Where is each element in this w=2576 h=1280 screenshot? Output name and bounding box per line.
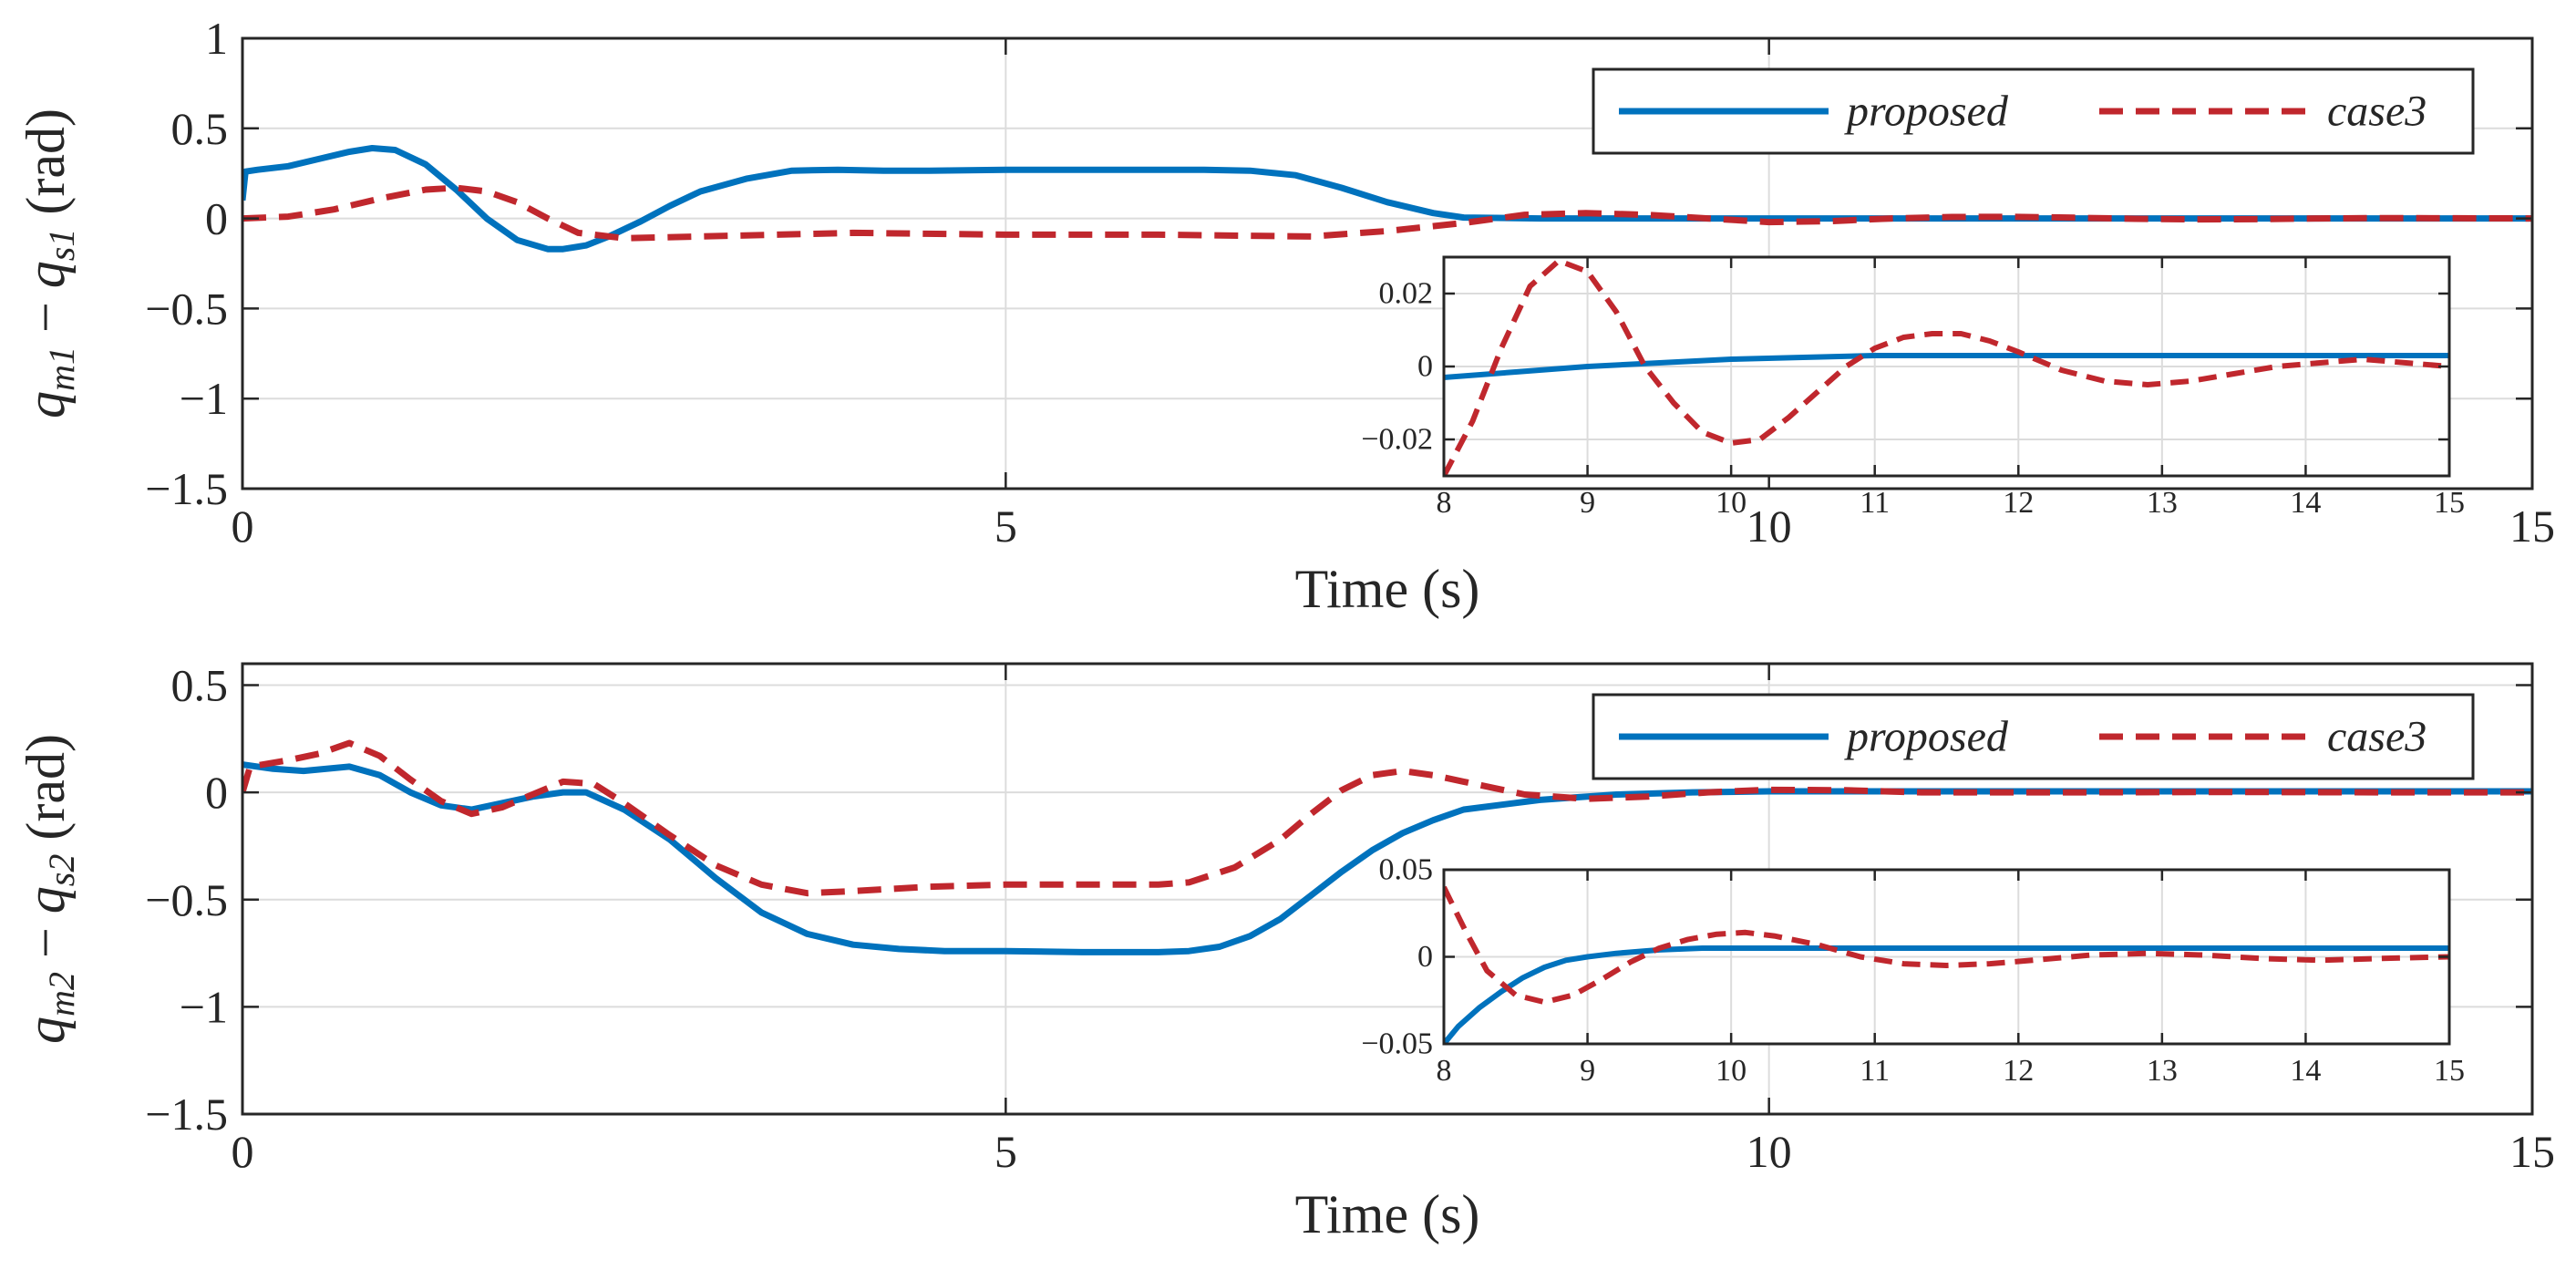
x-tick-label: 14 <box>2290 486 2321 520</box>
y-tick-label: −1 <box>180 981 228 1032</box>
x-tick-label: 13 <box>2147 486 2178 520</box>
axes-frame <box>241 662 2534 1116</box>
legend: proposed case3 <box>1592 67 2475 155</box>
x-tick-label: 13 <box>2147 1054 2178 1088</box>
x-tick-label: 0 <box>232 1126 254 1177</box>
y-axis-title-unit: (rad) <box>15 734 76 854</box>
legend: proposed case3 <box>1592 693 2475 780</box>
series-line-case3 <box>242 184 2532 242</box>
y-tick-label: 0 <box>1417 940 1433 974</box>
y-tick-label: 0 <box>205 193 228 244</box>
x-axis-title: Time (s) <box>1295 1184 1480 1244</box>
y-tick-label: 1 <box>205 13 228 64</box>
panel-bottom-inset: 8 9 10 11 12 13 14 15 −0.05 0 0.05 <box>1361 853 2465 1089</box>
x-tick-label: 10 <box>1747 1126 1792 1177</box>
x-tick-label: 14 <box>2290 1054 2321 1088</box>
x-tick-label: 15 <box>2434 486 2465 520</box>
y-axis-title-q2: q <box>15 261 76 288</box>
series-group <box>242 739 2532 955</box>
legend-label-case3: case3 <box>2327 713 2427 761</box>
x-tick-label: 10 <box>1716 486 1747 520</box>
y-axis-title-s1: m2 <box>41 972 82 1017</box>
x-tick-label: 11 <box>1860 486 1890 520</box>
y-tick-label: −1.5 <box>145 1089 228 1140</box>
axes-frame <box>241 36 2534 490</box>
x-tick-label: 8 <box>1437 1054 1452 1088</box>
y-axis-title-s2: s2 <box>41 854 82 887</box>
series-line-proposed <box>1444 353 2449 380</box>
series-line-proposed <box>242 145 2532 253</box>
x-tick-label: 12 <box>2003 486 2034 520</box>
x-tick-label: 11 <box>1860 1054 1890 1088</box>
y-tick-label: −0.05 <box>1361 1027 1433 1061</box>
series-line-proposed <box>1444 945 2449 1044</box>
y-tick-label: 0 <box>1417 350 1433 384</box>
panel-top-inset: 8 9 10 11 12 13 14 15 −0.02 0 0.02 <box>1361 255 2465 520</box>
series-group <box>1444 885 2449 1044</box>
y-tick-label: 0.02 <box>1379 277 1434 311</box>
y-axis-title-unit: (rad) <box>15 108 76 229</box>
x-tick-label: 10 <box>1747 501 1792 552</box>
y-tick-label: −0.5 <box>145 283 228 334</box>
y-axis-title-minus: − <box>15 288 76 346</box>
y-tick-label: −1.5 <box>145 463 228 514</box>
x-tick-label: 5 <box>994 1126 1017 1177</box>
y-tick-label: 0 <box>205 767 228 818</box>
x-tick-label: 15 <box>2509 1126 2555 1177</box>
y-axis-title-q1: q <box>15 1017 76 1044</box>
x-tick-label: 12 <box>2003 1054 2034 1088</box>
legend-label-case3: case3 <box>2327 88 2427 136</box>
y-tick-label: 0.05 <box>1379 853 1434 887</box>
y-tick-label: −1 <box>180 373 228 424</box>
y-tick-label: 0.5 <box>171 660 229 711</box>
y-axis-title-minus: − <box>15 914 76 972</box>
y-tick-label: −0.02 <box>1361 423 1433 457</box>
x-tick-label: 0 <box>232 501 254 552</box>
series-line-case3 <box>242 739 2532 897</box>
x-axis-title: Time (s) <box>1295 559 1480 619</box>
y-axis-title-q2: q <box>15 886 76 914</box>
x-tick-label: 9 <box>1580 1054 1595 1088</box>
y-tick-label: −0.5 <box>145 874 228 925</box>
x-tick-label: 8 <box>1437 486 1452 520</box>
x-tick-label: 10 <box>1716 1054 1747 1088</box>
legend-label-proposed: proposed <box>1844 713 2009 761</box>
x-tick-label: 5 <box>994 501 1017 552</box>
y-axis-title-q1: q <box>15 391 76 418</box>
y-tick-label: 0.5 <box>171 103 229 154</box>
legend-label-proposed: proposed <box>1844 88 2009 136</box>
series-group <box>1444 258 2449 476</box>
x-tick-label: 9 <box>1580 486 1595 520</box>
series-group <box>242 145 2532 253</box>
series-line-case3 <box>1444 885 2449 1006</box>
x-tick-label: 15 <box>2509 501 2555 552</box>
y-axis-title-s1: m1 <box>41 346 82 391</box>
x-tick-label: 15 <box>2434 1054 2465 1088</box>
y-axis-title: qm1 − qs1 (rad) <box>15 108 82 418</box>
y-axis-title: qm2 − qs2 (rad) <box>15 734 82 1044</box>
y-axis-title-s2: s1 <box>41 229 82 262</box>
series-line-case3 <box>1444 258 2449 476</box>
